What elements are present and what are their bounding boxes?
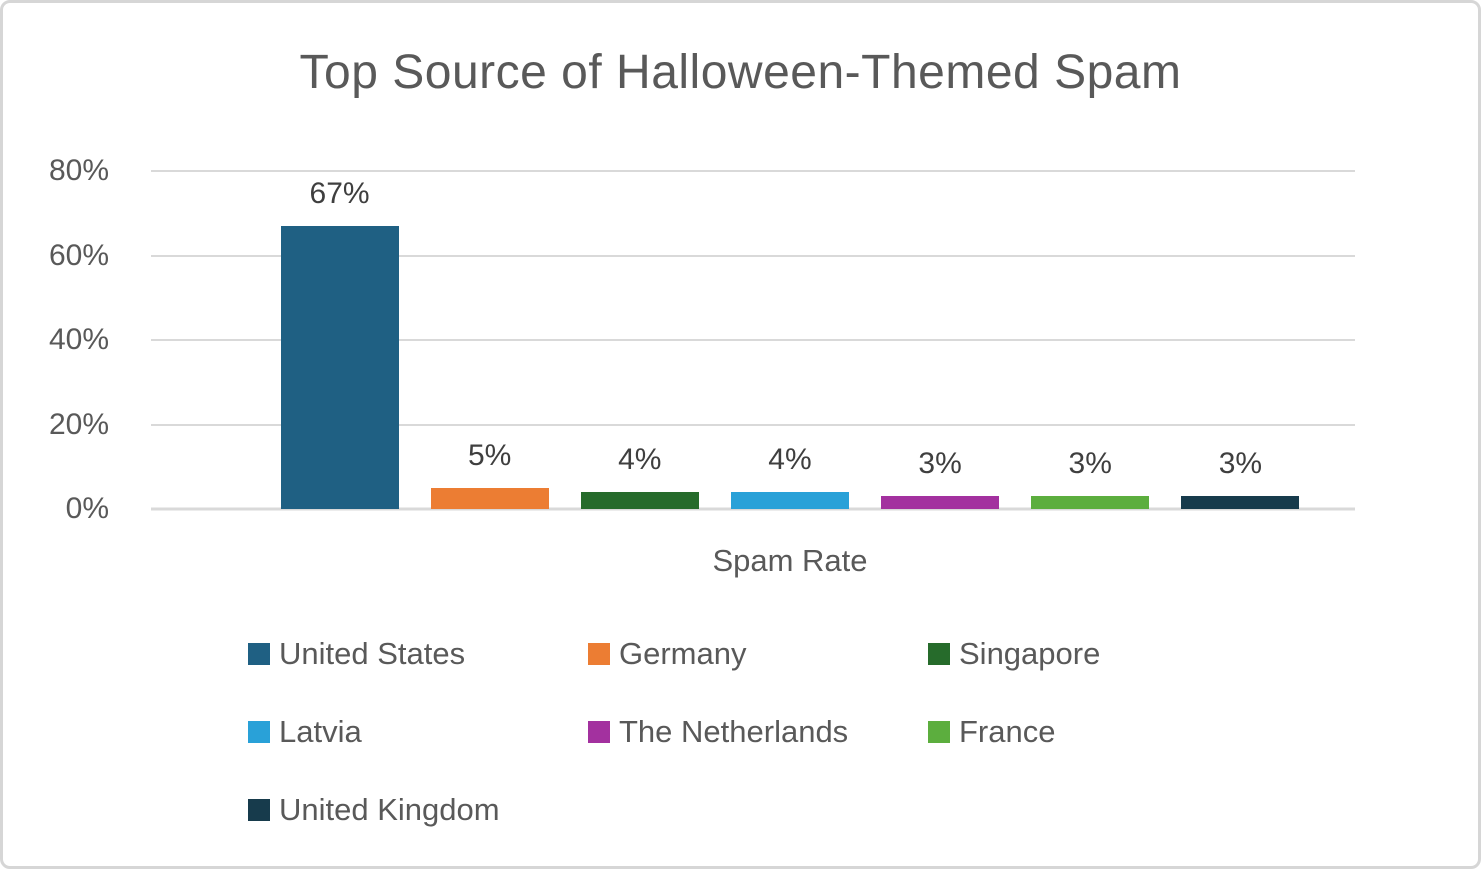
legend-item-singapore: Singapore	[928, 637, 1348, 671]
data-label: 3%	[918, 447, 962, 481]
legend-item-france: France	[928, 715, 1348, 749]
legend-label: Germany	[619, 636, 747, 671]
legend-swatch-icon	[248, 643, 270, 665]
legend-swatch-icon	[588, 721, 610, 743]
bar-Singapore: 4%	[580, 171, 699, 509]
bar-rect	[730, 492, 849, 509]
y-tick-label: 60%	[48, 238, 109, 272]
legend-label: Latvia	[279, 714, 362, 749]
bar-Germany: 5%	[430, 171, 549, 509]
y-tick-label: 20%	[48, 407, 109, 441]
bar-Latvia: 4%	[730, 171, 849, 509]
chart-title: Top Source of Halloween-Themed Spam	[299, 46, 1182, 99]
bar-rect	[280, 225, 399, 509]
plot-region: 0% 20% 40% 60% 80% 67% 5% 4% 4% 3% 3% 3%	[3, 156, 1478, 524]
gridline-80%	[151, 170, 1355, 172]
y-tick-label: 0%	[65, 492, 109, 525]
bar-The Netherlands: 3%	[881, 171, 1000, 509]
bar-rect	[430, 487, 549, 509]
legend-item-germany: Germany	[588, 637, 928, 671]
gridline-60%	[151, 254, 1355, 257]
data-label: 67%	[309, 176, 370, 210]
legend: United States Germany Singapore Latvia The N…	[248, 637, 1348, 827]
data-label: 4%	[768, 443, 812, 477]
data-label: 3%	[1068, 447, 1112, 481]
y-tick-label: 80%	[48, 154, 109, 187]
data-label: 4%	[618, 443, 662, 477]
x-axis-title: Spam Rate	[712, 543, 868, 578]
legend-swatch-icon	[928, 643, 950, 665]
legend-swatch-icon	[928, 721, 950, 743]
gridline-0%	[151, 507, 1355, 511]
gridline-40%	[151, 339, 1355, 341]
legend-label: United States	[279, 636, 466, 671]
y-axis: 0% 20% 40% 60% 80%	[3, 156, 151, 524]
legend-label: France	[959, 714, 1056, 749]
bar-rect	[580, 492, 699, 509]
legend-item-united-states: United States	[248, 637, 588, 671]
bar-rect	[881, 496, 1000, 509]
bar-France: 3%	[1031, 171, 1150, 509]
legend-item-united-kingdom: United Kingdom	[248, 793, 588, 827]
bar-rect	[1181, 496, 1300, 509]
plot-area: 67% 5% 4% 4% 3% 3% 3%	[151, 170, 1355, 511]
legend-item-latvia: Latvia	[248, 715, 588, 749]
legend-label: Singapore	[959, 636, 1101, 671]
legend-swatch-icon	[588, 643, 610, 665]
data-label: 5%	[468, 438, 512, 472]
legend-swatch-icon	[248, 721, 270, 743]
y-tick-label: 40%	[48, 323, 109, 356]
bar-rect	[1031, 496, 1150, 509]
data-label: 3%	[1218, 447, 1263, 481]
legend-item-the-netherlands: The Netherlands	[588, 715, 928, 749]
legend-swatch-icon	[248, 799, 270, 821]
bar-United Kingdom: 3%	[1181, 171, 1300, 509]
gridline-20%	[151, 423, 1355, 426]
legend-label: The Netherlands	[619, 714, 849, 749]
bar-United States: 67%	[280, 171, 399, 509]
legend-label: United Kingdom	[279, 792, 500, 827]
